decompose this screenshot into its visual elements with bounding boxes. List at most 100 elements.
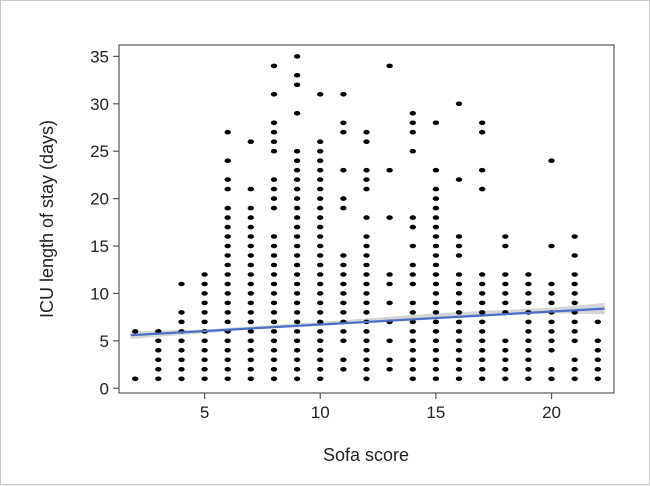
data-point <box>432 196 440 201</box>
data-point <box>317 177 324 182</box>
data-point <box>247 357 254 363</box>
data-point <box>247 272 254 277</box>
data-point <box>247 262 254 268</box>
data-point <box>363 338 370 344</box>
data-point <box>548 300 555 306</box>
data-point <box>502 300 509 306</box>
data-point <box>293 243 301 249</box>
data-point <box>432 367 440 372</box>
data-point <box>432 300 440 306</box>
data-point <box>548 243 555 249</box>
data-point <box>201 281 208 287</box>
data-point <box>363 272 370 277</box>
data-point <box>479 186 486 192</box>
data-point <box>178 281 185 287</box>
data-point <box>525 329 532 334</box>
data-point <box>525 272 532 277</box>
data-point <box>409 310 416 315</box>
data-point <box>432 329 440 334</box>
data-point <box>293 234 301 239</box>
data-point <box>270 196 278 201</box>
data-point <box>432 348 440 353</box>
data-point <box>363 243 370 249</box>
data-point <box>247 291 254 296</box>
data-point <box>571 357 578 363</box>
data-point <box>224 224 231 230</box>
data-point <box>432 272 440 277</box>
data-point <box>479 376 486 382</box>
data-point <box>479 129 486 135</box>
data-point <box>270 262 278 268</box>
data-point <box>247 367 254 372</box>
data-point <box>455 291 463 296</box>
data-point <box>455 310 463 315</box>
data-point <box>155 357 162 363</box>
data-point <box>224 186 231 192</box>
data-point <box>270 281 278 287</box>
data-point <box>317 139 324 144</box>
data-point <box>502 243 509 249</box>
data-point <box>270 63 278 69</box>
data-point <box>270 148 278 154</box>
data-point <box>132 376 139 382</box>
data-point <box>270 205 278 211</box>
data-point <box>548 338 555 344</box>
data-point <box>525 338 532 344</box>
data-point <box>594 357 601 363</box>
data-point <box>409 129 416 135</box>
data-point <box>155 348 162 353</box>
data-point <box>293 319 301 325</box>
data-point <box>293 272 301 277</box>
data-point <box>293 376 301 382</box>
y-tick-label: 30 <box>90 95 109 114</box>
data-point <box>571 272 578 277</box>
data-point <box>455 300 463 306</box>
data-point <box>409 300 416 306</box>
data-point <box>201 272 208 277</box>
data-point <box>317 205 324 211</box>
data-point <box>409 215 416 220</box>
data-point <box>479 272 486 277</box>
data-point <box>409 111 416 116</box>
data-point <box>293 262 301 268</box>
data-point <box>432 262 440 268</box>
data-point <box>386 367 393 372</box>
data-point <box>224 234 231 239</box>
data-point <box>363 253 370 258</box>
data-point <box>525 319 532 325</box>
data-point <box>270 291 278 296</box>
data-point <box>178 367 185 372</box>
data-point <box>502 348 509 353</box>
data-point <box>340 262 347 268</box>
data-point <box>455 329 463 334</box>
data-point <box>340 92 347 97</box>
data-point <box>317 243 324 249</box>
data-point <box>247 338 254 344</box>
data-point <box>571 291 578 296</box>
data-point <box>270 243 278 249</box>
y-axis-title: ICU length of stay (days) <box>37 120 57 318</box>
data-point <box>201 338 208 344</box>
data-point <box>293 338 301 344</box>
data-point <box>409 281 416 287</box>
data-point <box>455 281 463 287</box>
data-point <box>479 319 486 325</box>
data-point <box>455 348 463 353</box>
data-point <box>340 300 347 306</box>
data-point <box>455 234 463 239</box>
data-point <box>293 196 301 201</box>
regression-line <box>130 307 605 337</box>
data-point <box>455 243 463 249</box>
data-point <box>201 348 208 353</box>
data-point <box>155 367 162 372</box>
data-point <box>432 215 440 220</box>
data-point <box>571 300 578 306</box>
x-tick-label: 15 <box>426 403 445 422</box>
x-tick-label: 20 <box>542 403 561 422</box>
data-point <box>270 186 278 192</box>
y-tick-label: 0 <box>100 379 109 398</box>
data-point <box>178 348 185 353</box>
data-point <box>479 120 486 126</box>
data-point <box>432 319 440 325</box>
data-point <box>455 338 463 344</box>
